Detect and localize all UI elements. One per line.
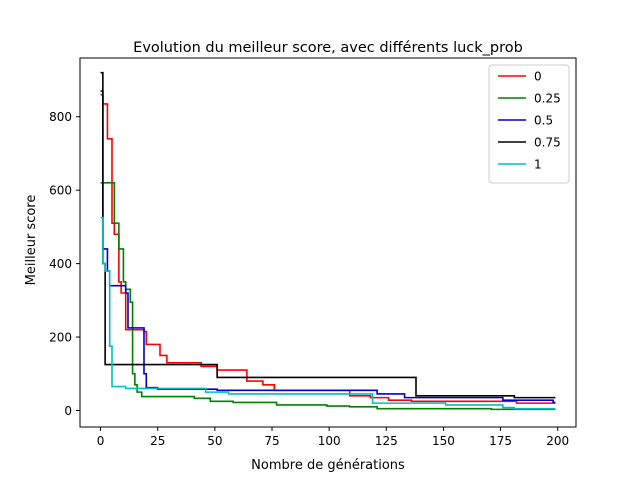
x-tick-label: 25 xyxy=(150,434,165,448)
axes-layer: 0 25 50 75 100 125 150 175 200 0 200 400 600 800 xyxy=(49,57,577,448)
series-layer xyxy=(100,71,556,411)
series-line-4 xyxy=(100,216,556,410)
y-tick-label: 600 xyxy=(49,184,72,198)
legend-label: 0 xyxy=(534,70,542,84)
x-tick-label: 200 xyxy=(546,434,569,448)
legend-label: 0.75 xyxy=(534,136,561,150)
y-axis-label: Meilleur score xyxy=(24,195,39,286)
legend: 0 0.25 0.5 0.75 1 xyxy=(488,64,570,184)
x-tick-label: 150 xyxy=(432,434,455,448)
legend-label: 1 xyxy=(534,158,542,172)
y-tick-label: 0 xyxy=(64,404,72,418)
legend-label: 0.25 xyxy=(534,92,561,106)
x-axis-label: Nombre de générations xyxy=(251,458,405,473)
series-line-0 xyxy=(100,93,556,404)
x-tick-label: 175 xyxy=(489,434,512,448)
legend-box xyxy=(488,64,570,184)
x-tick-label: 50 xyxy=(207,434,222,448)
x-tick-label: 100 xyxy=(318,434,341,448)
chart-title: Evolution du meilleur score, avec différ… xyxy=(133,40,523,56)
series-line-1 xyxy=(100,182,556,411)
x-tick-label: 125 xyxy=(375,434,398,448)
y-tick-label: 400 xyxy=(49,257,72,271)
y-tick-label: 200 xyxy=(49,331,72,345)
legend-label: 0.5 xyxy=(534,114,553,128)
x-tick-label: 0 xyxy=(97,434,105,448)
series-lines xyxy=(100,71,556,411)
x-tick-label: 75 xyxy=(264,434,279,448)
plot-frame xyxy=(79,57,577,428)
y-tick-label: 800 xyxy=(49,110,72,124)
